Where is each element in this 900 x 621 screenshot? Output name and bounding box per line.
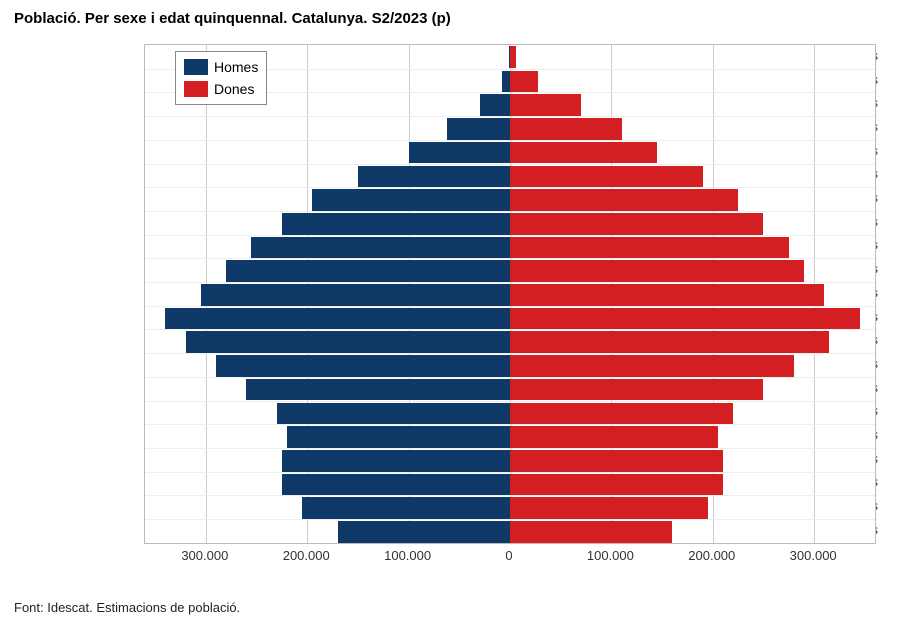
pyramid-row [145,282,875,307]
bar-female [510,260,804,282]
bar-female [510,379,763,401]
bar-female [510,237,789,259]
legend-male: Homes [184,56,258,78]
bar-female [510,46,516,68]
bar-male [165,308,510,330]
pyramid-row [145,211,875,236]
bar-male [312,189,510,211]
pyramid-row [145,235,875,260]
bar-male [282,450,510,472]
bar-female [510,308,860,330]
bar-female [510,450,723,472]
bar-female [510,355,794,377]
plot-region: Homes Dones [144,44,876,544]
bar-female [510,118,622,140]
x-axis-label: 100.000 [587,548,634,563]
chart-area: 100 anys o mésDe 95 a 99 anysDe 90 a 94 … [14,44,884,574]
pyramid-row [145,306,875,331]
bar-female [510,331,829,353]
legend-female: Dones [184,78,258,100]
chart-title: Població. Per sexe i edat quinquennal. C… [0,0,900,27]
x-axis-label: 300.000 [790,548,837,563]
x-axis-label: 200.000 [283,548,330,563]
bar-female [510,142,657,164]
pyramid-row [145,116,875,141]
bar-male [502,71,510,93]
bar-female [510,521,672,543]
bar-male [358,166,510,188]
bar-male [277,403,510,425]
bar-female [510,94,581,116]
pyramid-row [145,258,875,283]
bar-male [226,260,510,282]
legend-swatch-female [184,81,208,97]
x-axis-label: 300.000 [181,548,228,563]
bar-female [510,284,824,306]
pyramid-row [145,329,875,354]
pyramid-row [145,472,875,497]
bar-female [510,403,733,425]
chart-footer: Font: Idescat. Estimacions de població. [14,600,240,615]
bar-male [302,497,510,519]
pyramid-row [145,424,875,449]
bar-male [282,213,510,235]
bar-female [510,213,763,235]
bar-male [246,379,510,401]
pyramid-row [145,353,875,378]
bar-male [287,426,510,448]
bar-male [480,94,510,116]
bar-female [510,189,738,211]
bar-male [201,284,510,306]
legend-label-male: Homes [214,56,258,78]
legend-swatch-male [184,59,208,75]
x-axis-label: 100.000 [384,548,431,563]
bar-female [510,497,708,519]
x-axis-label: 200.000 [688,548,735,563]
pyramid-row [145,495,875,520]
x-axis-label: 0 [505,548,512,563]
pyramid-row [145,519,875,544]
pyramid-row [145,401,875,426]
bar-male [186,331,510,353]
bar-male [447,118,510,140]
pyramid-row [145,448,875,473]
bar-male [409,142,510,164]
pyramid-row [145,187,875,212]
bar-male [282,474,510,496]
pyramid-row [145,140,875,165]
bar-female [510,426,718,448]
legend-label-female: Dones [214,78,254,100]
bar-male [251,237,510,259]
bar-female [510,71,538,93]
bar-male [338,521,510,543]
bar-female [510,474,723,496]
bar-male [216,355,510,377]
pyramid-row [145,164,875,189]
pyramid-row [145,377,875,402]
legend: Homes Dones [175,51,267,105]
bar-female [510,166,703,188]
